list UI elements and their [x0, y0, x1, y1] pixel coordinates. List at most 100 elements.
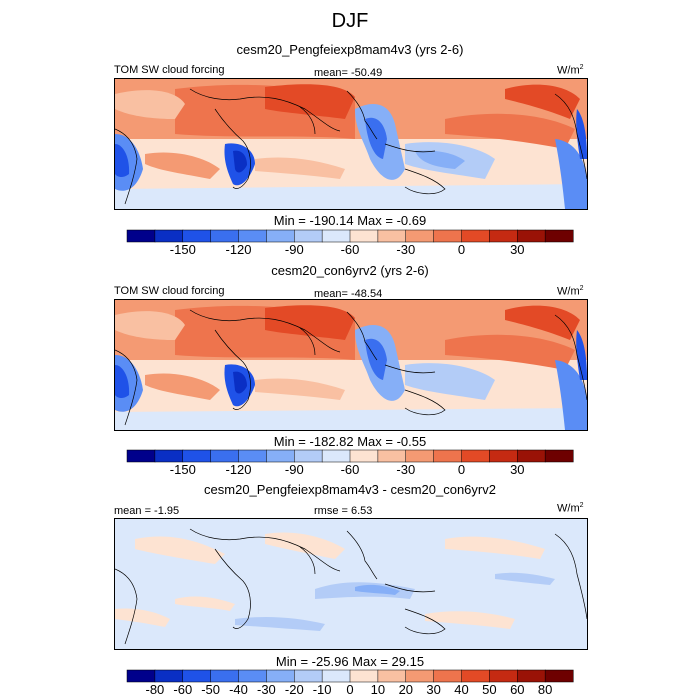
colorbar-tick-label: 30: [510, 462, 525, 477]
colorbar-tick-label: -30: [256, 682, 276, 697]
colorbar-swatch: [294, 449, 323, 463]
panel3-contour-field: [115, 519, 587, 649]
panel3-colorbar: [126, 669, 574, 683]
colorbar-swatch: [210, 449, 240, 463]
colorbar-swatch: [210, 669, 240, 683]
panel2-field-label: TOM SW cloud forcing: [114, 285, 225, 297]
colorbar-tick-label: -20: [284, 682, 304, 697]
colorbar-swatch: [349, 449, 379, 463]
colorbar-swatch: [154, 449, 184, 463]
panel2-units-label: W/m2: [557, 285, 584, 298]
panel2-colorbar-ticks: -150 -120 -90 -60 -30 0 30: [127, 462, 573, 478]
colorbar-swatch: [349, 669, 379, 683]
colorbar-swatch: [461, 669, 490, 683]
colorbar-swatch: [238, 669, 267, 683]
colorbar-tick-label: -120: [225, 242, 252, 257]
colorbar-tick-label: -60: [340, 242, 360, 257]
panel2-mean-label: mean= -48.54: [314, 288, 383, 300]
panel3-minmax: Min = -25.96 Max = 29.15: [275, 654, 425, 669]
colorbar-swatch: [405, 449, 435, 463]
panel1-units-label: W/m2: [557, 64, 584, 77]
colorbar-tick-label: -60: [340, 462, 360, 477]
colorbar-tick-label: 0: [457, 462, 466, 477]
colorbar-tick-label: 30: [510, 242, 525, 257]
colorbar-tick-label: 0: [457, 242, 466, 257]
panel3-subtitle: cesm20_Pengfeiexp8mam4v3 - cesm20_con6yr…: [204, 482, 496, 497]
panel3-map: [114, 518, 588, 650]
colorbar-swatch: [517, 229, 546, 243]
panel3-colorbar-svg: [126, 669, 574, 683]
panel1-contour-field: [115, 79, 587, 209]
colorbar-swatch: [126, 229, 156, 243]
panel2-minmax: Min = -182.82 Max = -0.55: [273, 434, 427, 449]
panel3-rmse-label: rmse = 6.53: [314, 505, 373, 517]
colorbar-swatch: [377, 669, 407, 683]
colorbar-swatch: [349, 229, 379, 243]
colorbar-swatch: [433, 449, 463, 463]
colorbar-tick-label: 80: [537, 682, 553, 697]
colorbar-swatch: [210, 229, 240, 243]
colorbar-swatch: [154, 229, 184, 243]
colorbar-swatch: [377, 229, 407, 243]
colorbar-swatch: [294, 669, 323, 683]
colorbar-swatch: [517, 449, 546, 463]
panel2-subtitle: cesm20_con6yrv2 (yrs 2-6): [271, 263, 429, 278]
colorbar-swatch: [266, 669, 295, 683]
colorbar-swatch: [182, 449, 212, 463]
panel2-map: [114, 299, 588, 431]
colorbar-swatch: [544, 229, 574, 243]
colorbar-swatch: [321, 229, 351, 243]
colorbar-swatch: [433, 669, 463, 683]
panel1-colorbar-ticks: -150 -120 -90 -60 -30 0 30: [127, 242, 573, 258]
colorbar-swatch: [294, 229, 323, 243]
colorbar-swatch: [238, 229, 267, 243]
panel3-mean-label: mean = -1.95: [114, 505, 180, 517]
colorbar-tick-label: -50: [201, 682, 220, 697]
colorbar-tick-label: -150: [169, 242, 196, 257]
colorbar-tick-label: 30: [426, 682, 441, 697]
colorbar-swatch: [405, 229, 435, 243]
colorbar-tick-label: 40: [454, 682, 469, 697]
colorbar-swatch: [461, 229, 490, 243]
figure-title: DJF: [331, 10, 369, 32]
panel2-contour-field: [115, 300, 587, 430]
colorbar-swatch: [126, 449, 156, 463]
colorbar-tick-label: -90: [284, 462, 304, 477]
panel3-units-label: W/m2: [557, 502, 584, 515]
colorbar-tick-label: -150: [169, 462, 196, 477]
colorbar-swatch: [266, 449, 295, 463]
panel1-field-label: TOM SW cloud forcing: [114, 64, 225, 76]
panel1-subtitle: cesm20_Pengfeiexp8mam4v3 (yrs 2-6): [236, 42, 464, 57]
colorbar-swatch: [461, 449, 490, 463]
colorbar-swatch: [377, 449, 407, 463]
colorbar-swatch: [405, 669, 435, 683]
panel1-minmax: Min = -190.14 Max = -0.69: [273, 213, 427, 228]
colorbar-swatch: [544, 669, 574, 683]
colorbar-tick-label: -10: [312, 682, 332, 697]
colorbar-tick-label: -80: [145, 682, 165, 697]
panel2-colorbar-svg: [126, 449, 574, 463]
colorbar-tick-label: -30: [396, 242, 416, 257]
colorbar-tick-label: -120: [225, 462, 252, 477]
panel1-colorbar: [126, 229, 574, 243]
panel3-colorbar-ticks: -80 -60 -50 -40 -30 -20 -10 0 10 20 30 40 50 60 80: [127, 682, 573, 698]
colorbar-tick-label: 50: [482, 682, 497, 697]
panel1-map: [114, 78, 588, 210]
panel2-colorbar: [126, 449, 574, 463]
colorbar-swatch: [321, 449, 351, 463]
panel1-mean-label: mean= -50.49: [314, 67, 383, 79]
colorbar-swatch: [517, 669, 546, 683]
colorbar-swatch: [544, 449, 574, 463]
colorbar-swatch: [126, 669, 156, 683]
colorbar-tick-label: -40: [229, 682, 248, 697]
colorbar-tick-label: 60: [510, 682, 525, 697]
colorbar-tick-label: 20: [398, 682, 414, 697]
colorbar-swatch: [489, 229, 518, 243]
colorbar-tick-label: 10: [370, 682, 386, 697]
colorbar-swatch: [433, 229, 463, 243]
colorbar-tick-label: 0: [346, 682, 354, 697]
colorbar-swatch: [489, 449, 518, 463]
colorbar-tick-label: -90: [284, 242, 304, 257]
colorbar-swatch: [182, 229, 212, 243]
colorbar-tick-label: -30: [396, 462, 416, 477]
